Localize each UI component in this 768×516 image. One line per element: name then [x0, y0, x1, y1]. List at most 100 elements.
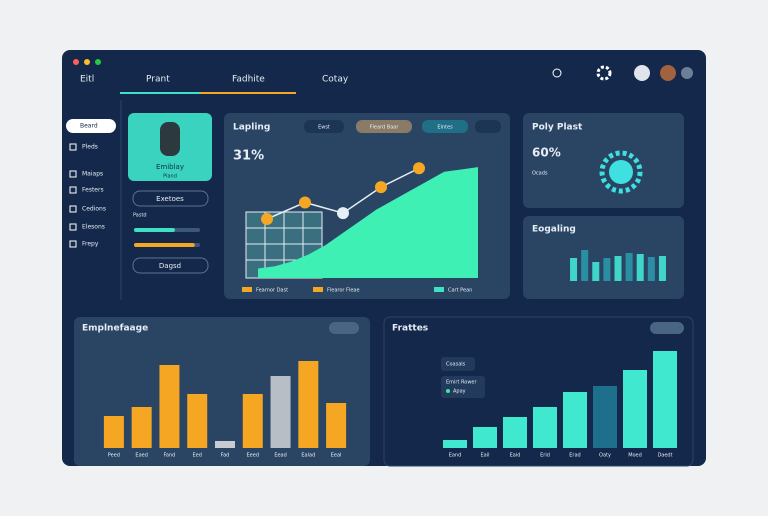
panel: [523, 216, 684, 299]
panel-title: Eogaling: [532, 225, 576, 235]
panel-title: Frattes: [392, 324, 428, 334]
nav-item[interactable]: Festers: [82, 187, 104, 194]
button[interactable]: [329, 322, 359, 334]
bar: [636, 254, 644, 281]
button[interactable]: [650, 322, 684, 334]
bar: [658, 256, 666, 281]
point: [413, 162, 425, 175]
nav-item[interactable]: Elesons: [82, 224, 105, 231]
bar: [270, 376, 291, 448]
bar: [570, 258, 578, 281]
tab[interactable]: Cotay: [322, 75, 349, 85]
point: [337, 207, 349, 220]
bar: [593, 386, 617, 448]
bar: [503, 417, 527, 448]
legend-swatch: [313, 287, 323, 292]
nav-item[interactable]: Pleds: [82, 144, 98, 151]
bar: [443, 440, 467, 448]
tooltip-text: Emirt Rower: [446, 380, 477, 386]
tab[interactable]: Prant: [146, 75, 170, 85]
legend-label: Flearor Fleae: [327, 288, 360, 294]
tab-underline: [120, 92, 200, 94]
nav-item[interactable]: Maiaps: [82, 171, 103, 178]
bar: [131, 407, 152, 448]
button-label[interactable]: Exetoes: [156, 195, 184, 203]
nav-icon: [69, 240, 77, 248]
nav-icon: [69, 223, 77, 231]
bar: [242, 394, 263, 448]
x-tick-label: Eaid: [510, 453, 521, 459]
area: [258, 167, 478, 278]
x-tick-label: Erid: [540, 453, 550, 459]
x-tick-label: Peed: [108, 453, 120, 459]
bar: [647, 257, 655, 281]
button[interactable]: [132, 257, 209, 274]
dot: [84, 59, 90, 65]
point: [375, 181, 387, 194]
nav-icon: [69, 170, 77, 178]
progress-bar: [134, 228, 175, 232]
avatar[interactable]: [634, 65, 650, 81]
legend-swatch: [242, 287, 252, 292]
bar: [187, 394, 208, 448]
x-tick-label: Eand: [449, 453, 462, 459]
x-tick-label: Eeal: [331, 453, 342, 459]
button-label[interactable]: Elntes: [437, 125, 453, 131]
nav-selected[interactable]: [66, 119, 116, 133]
x-tick-label: Eeed: [247, 453, 260, 459]
tab[interactable]: Eitl: [80, 75, 94, 85]
button[interactable]: [356, 120, 412, 133]
point: [261, 213, 273, 225]
x-tick-label: Eaed: [135, 453, 147, 459]
x-tick-label: Ealad: [301, 453, 315, 459]
tab[interactable]: Fadhite: [232, 75, 265, 85]
caption: Ocads: [532, 171, 548, 177]
profile-role: Pland: [163, 174, 177, 180]
gear-icon: [599, 150, 643, 194]
bar: [623, 370, 647, 448]
avatar[interactable]: [660, 65, 676, 81]
bar: [473, 427, 497, 448]
button[interactable]: [422, 120, 468, 133]
nav-item[interactable]: Cedions: [82, 206, 106, 213]
nav-item[interactable]: Frepy: [82, 241, 99, 248]
panel-title: Poly Plast: [532, 123, 583, 133]
avatar-figure: [160, 122, 180, 156]
bar: [159, 365, 180, 448]
panel-title: Lapling: [233, 123, 270, 133]
profile-name: Emiblay: [156, 163, 184, 171]
bar: [614, 256, 622, 281]
settings-icon[interactable]: [596, 65, 612, 81]
nav-item[interactable]: Beard: [80, 123, 98, 130]
x-tick-label: Eead: [274, 453, 286, 459]
tooltip-dot: [446, 389, 450, 393]
button[interactable]: [132, 190, 209, 207]
bar: [533, 407, 557, 448]
button-label[interactable]: Fleard Baar: [370, 125, 400, 131]
nav-icon: [69, 143, 77, 151]
tooltip-text: Apay: [453, 389, 466, 395]
x-tick-label: Eail: [480, 453, 489, 459]
building-grid: [246, 212, 322, 278]
kpi: 60%: [532, 146, 561, 160]
x-tick-label: Fand: [164, 453, 176, 459]
bar: [625, 253, 633, 281]
x-tick-label: Oaty: [599, 453, 611, 459]
bar: [592, 262, 600, 281]
kpi: 31%: [233, 149, 264, 164]
x-tick-label: Erad: [569, 453, 580, 459]
bar: [603, 258, 611, 281]
bar: [103, 416, 124, 448]
nav-icon: [69, 205, 77, 213]
progress-bar: [134, 243, 195, 247]
avatar[interactable]: [681, 67, 693, 79]
button-label[interactable]: Dagsd: [159, 262, 181, 270]
legend-swatch: [434, 287, 444, 292]
button[interactable]: [475, 120, 501, 133]
search-icon[interactable]: [552, 68, 562, 78]
button-label[interactable]: Ewst: [318, 125, 330, 131]
x-tick-label: Moed: [628, 453, 642, 459]
button[interactable]: [304, 120, 344, 133]
